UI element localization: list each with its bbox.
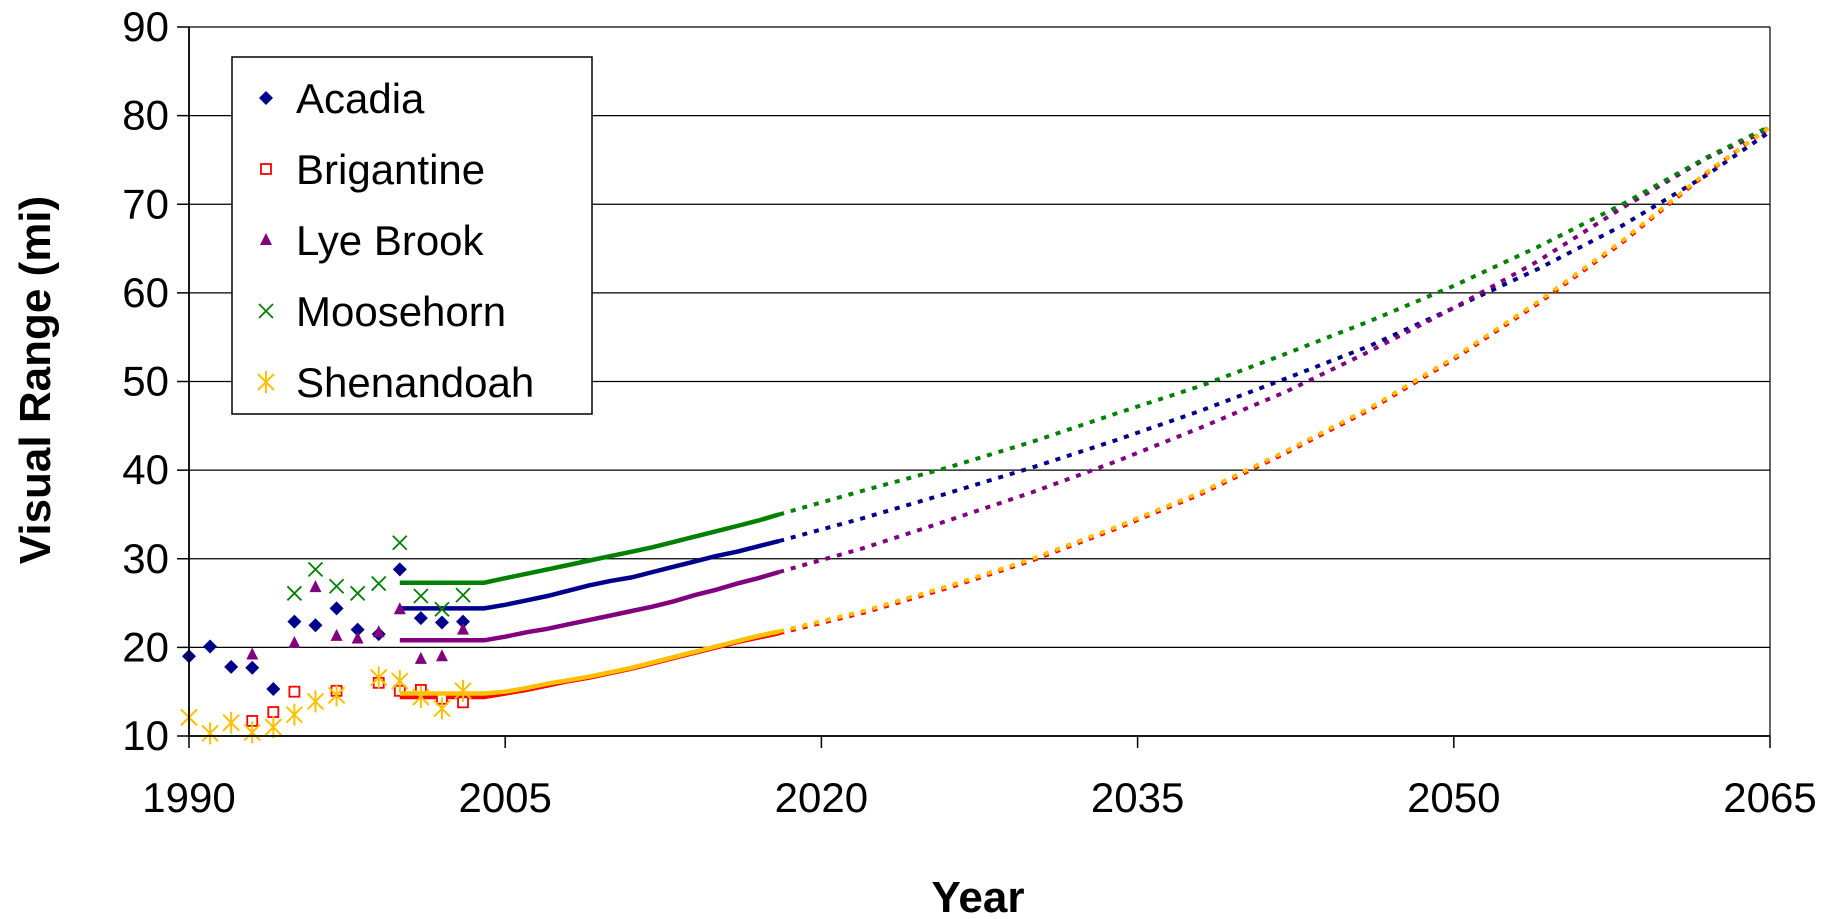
data-point-shenandoah: [222, 711, 240, 734]
data-point-moosehorn: [371, 575, 387, 592]
data-point-lye-brook: [372, 625, 385, 638]
x-tick-label: 2005: [458, 774, 551, 821]
series-acadia: [182, 129, 1772, 697]
data-point-brigantine: [288, 685, 301, 698]
data-point-shenandoah: [370, 666, 388, 689]
y-tick-label: 30: [122, 535, 169, 582]
x-tick-label: 2065: [1723, 774, 1816, 821]
data-point-acadia: [413, 611, 428, 626]
data-point-shenandoah: [306, 690, 325, 713]
data-point-acadia: [329, 601, 344, 616]
data-point-moosehorn: [392, 535, 408, 551]
data-point-acadia: [392, 562, 407, 577]
data-point-moosehorn: [434, 601, 450, 617]
data-point-lye-brook: [309, 580, 322, 593]
data-point-shenandoah: [201, 722, 219, 745]
legend-marker-lye-brook: [260, 233, 272, 245]
legend-label-lye-brook: Lye Brook: [296, 217, 485, 264]
data-point-lye-brook: [330, 628, 343, 641]
legend-marker-moosehorn: [258, 303, 274, 319]
data-point-shenandoah: [412, 686, 430, 709]
legend-label-shenandoah: Shenandoah: [296, 359, 534, 406]
data-point-lye-brook: [457, 622, 470, 635]
projection-line-lye-brook: [778, 127, 1771, 574]
data-point-shenandoah: [454, 679, 472, 702]
data-point-lye-brook: [288, 635, 301, 648]
legend-label-moosehorn: Moosehorn: [296, 288, 506, 335]
data-point-acadia: [203, 639, 218, 654]
series-moosehorn: [286, 124, 1771, 617]
projection-line-acadia: [778, 129, 1772, 543]
x-tick-label: 2020: [775, 774, 868, 821]
data-point-acadia: [456, 614, 471, 629]
y-tick-label: 50: [122, 358, 169, 405]
series-layer: [180, 124, 1772, 745]
data-point-moosehorn: [307, 561, 324, 578]
legend-marker-brigantine: [260, 163, 272, 175]
trend-line-lye-brook: [399, 569, 780, 643]
data-point-shenandoah: [391, 670, 409, 693]
tick-labels: 10 20 30 40 50 60 70 80 90 1990 2005 2020 2035 2050 20…: [122, 3, 1816, 821]
data-point-acadia: [266, 682, 281, 697]
legend-label-acadia: Acadia: [296, 75, 425, 122]
trend-line-moosehorn: [399, 512, 780, 585]
axes: [177, 26, 1771, 748]
data-point-acadia: [308, 618, 323, 633]
data-point-lye-brook: [435, 649, 448, 662]
data-point-acadia: [350, 622, 365, 637]
trend-line-shenandoah: [399, 629, 780, 696]
data-point-lye-brook: [393, 602, 406, 615]
data-point-acadia: [434, 615, 449, 630]
y-tick-label: 60: [122, 269, 169, 316]
data-point-shenandoah: [243, 721, 261, 744]
data-point-shenandoah: [433, 697, 451, 720]
data-point-acadia: [245, 660, 260, 675]
data-point-brigantine: [267, 706, 280, 718]
legend-box: [231, 56, 593, 415]
data-point-moosehorn: [350, 585, 366, 601]
series-lye-brook: [246, 127, 1771, 664]
legend: Acadia Brigantine Lye Brook Moosehorn Shenan…: [231, 56, 593, 415]
legend-marker-shenandoah: [257, 371, 275, 393]
data-point-shenandoah: [285, 703, 304, 726]
data-point-shenandoah: [264, 716, 283, 739]
projection-line-shenandoah: [778, 125, 1772, 634]
x-tick-label: 1990: [142, 774, 235, 821]
y-axis-title: Visual Range (mi): [11, 196, 60, 564]
data-point-lye-brook: [246, 647, 259, 660]
data-point-lye-brook: [414, 651, 427, 664]
data-point-moosehorn: [328, 578, 345, 594]
y-tick-label: 70: [122, 180, 169, 227]
y-tick-label: 20: [122, 623, 169, 670]
data-point-moosehorn: [413, 588, 429, 604]
projection-line-brigantine: [778, 124, 1772, 636]
x-tick-label: 2050: [1407, 774, 1500, 821]
legend-label-brigantine: Brigantine: [296, 146, 485, 193]
x-tick-label: 2035: [1091, 774, 1184, 821]
series-shenandoah: [180, 125, 1772, 745]
x-axis-title: Year: [932, 873, 1025, 919]
trend-line-acadia: [399, 538, 780, 611]
data-point-moosehorn: [455, 587, 471, 603]
data-point-shenandoah: [327, 684, 346, 707]
y-tick-label: 10: [122, 712, 169, 759]
y-tick-label: 40: [122, 446, 169, 493]
legend-marker-acadia: [259, 91, 273, 105]
data-point-acadia: [287, 614, 302, 629]
data-point-acadia: [224, 659, 239, 674]
data-point-lye-brook: [351, 631, 364, 644]
y-tick-label: 90: [122, 3, 169, 50]
data-point-moosehorn: [286, 585, 303, 601]
projection-line-moosehorn: [778, 124, 1771, 517]
y-tick-label: 80: [122, 92, 169, 139]
